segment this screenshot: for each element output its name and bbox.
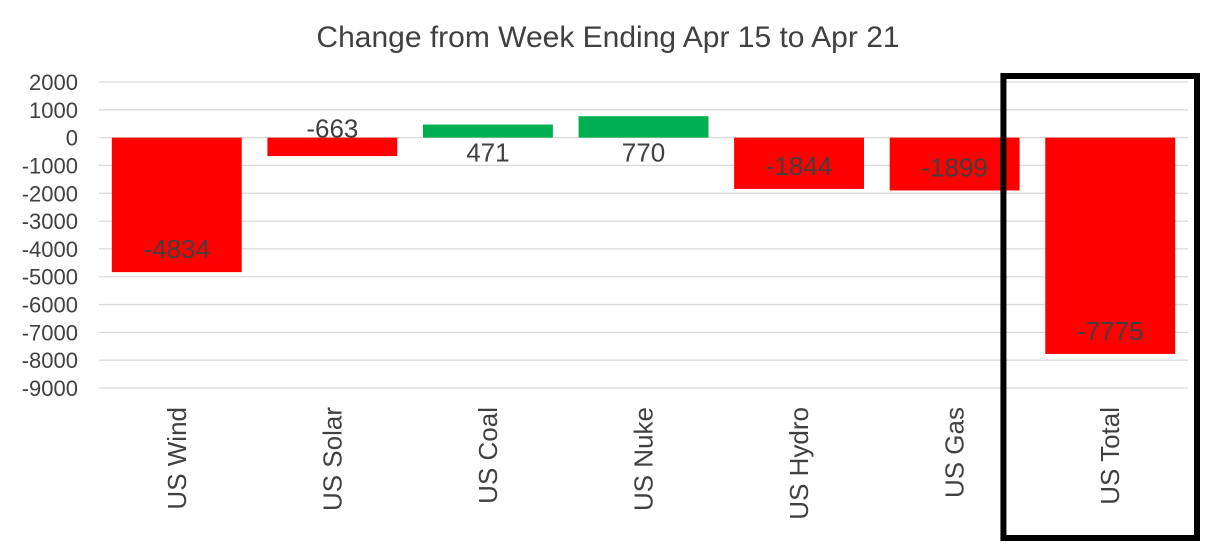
y-tick-label: -8000 — [22, 348, 78, 373]
bar — [1045, 137, 1176, 354]
x-tick-label: US Total — [1095, 407, 1125, 505]
chart-title: Change from Week Ending Apr 15 to Apr 21 — [316, 21, 899, 54]
x-axis: US Wind US Solar US Coal US Nuke US Hydro US … — [162, 407, 1125, 520]
y-tick-label: 0 — [66, 126, 78, 151]
data-label: 770 — [622, 138, 665, 168]
bar — [267, 137, 398, 157]
x-tick-label: US Coal — [473, 407, 503, 504]
y-tick-label: -5000 — [22, 265, 78, 290]
y-tick-label: -6000 — [22, 293, 78, 318]
x-tick-label: US Nuke — [629, 407, 659, 511]
y-tick-label: 1000 — [29, 98, 78, 123]
y-tick-label: -3000 — [22, 209, 78, 234]
data-label: 471 — [466, 138, 509, 168]
y-tick-label: -1000 — [22, 153, 78, 178]
y-tick-label: 2000 — [29, 70, 78, 95]
data-label: -1844 — [766, 151, 833, 181]
x-tick-label: US Hydro — [784, 407, 814, 520]
data-label: -7775 — [1077, 316, 1144, 346]
highlight-box — [1000, 73, 1201, 541]
bar — [422, 124, 553, 138]
y-axis: 200010000-1000-2000-3000-4000-5000-6000-… — [22, 70, 78, 401]
x-tick-label: US Wind — [162, 407, 192, 510]
y-tick-label: -7000 — [22, 320, 78, 345]
y-tick-label: -2000 — [22, 181, 78, 206]
x-tick-label: US Gas — [940, 407, 970, 498]
bar — [889, 137, 1020, 191]
x-tick-label: US Solar — [317, 407, 347, 511]
data-labels: -4834 -663 471 770 -1844 -1899 -7775 — [144, 114, 1144, 346]
y-tick-label: -9000 — [22, 376, 78, 401]
highlight-frame — [1000, 73, 1201, 541]
bar — [578, 116, 709, 138]
data-label: -1899 — [921, 152, 988, 182]
bar — [111, 137, 242, 273]
bar — [734, 137, 865, 189]
bars — [111, 116, 1176, 354]
y-tick-label: -4000 — [22, 237, 78, 262]
data-label: -4834 — [144, 234, 211, 264]
data-label: -663 — [306, 114, 358, 144]
